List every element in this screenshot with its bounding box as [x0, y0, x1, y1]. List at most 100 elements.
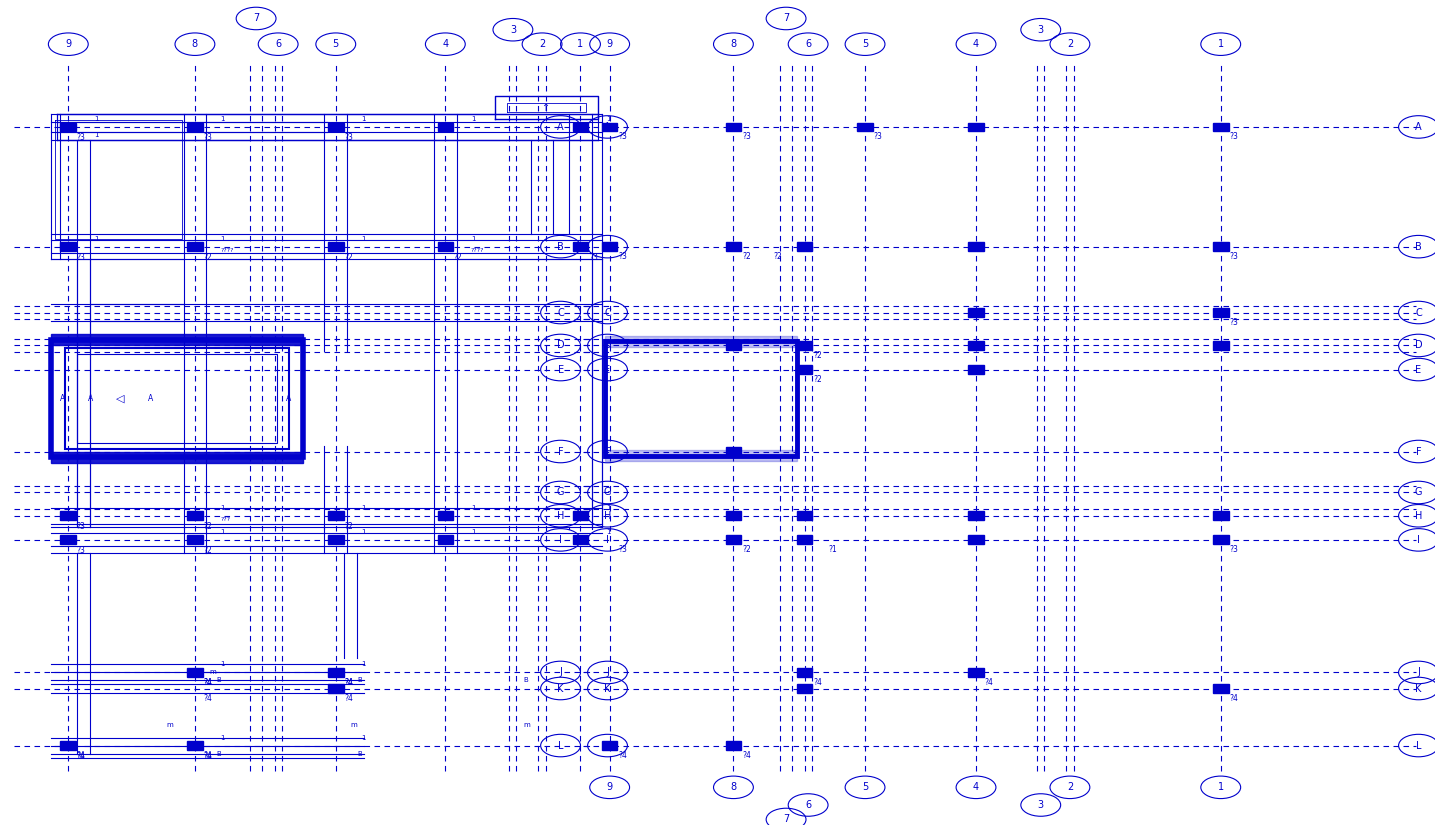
Text: 1: 1: [471, 505, 475, 511]
Text: H: H: [1415, 511, 1422, 521]
Bar: [796, 341, 812, 350]
Text: B: B: [524, 677, 528, 683]
Text: ?3: ?3: [77, 133, 86, 142]
Text: F: F: [1416, 446, 1421, 456]
Text: 1: 1: [221, 236, 225, 242]
Text: K: K: [557, 684, 564, 694]
Text: 9: 9: [607, 39, 613, 50]
Bar: [969, 308, 984, 317]
Text: ?3: ?3: [1230, 545, 1238, 554]
Bar: [969, 512, 984, 521]
Text: ?4: ?4: [77, 752, 86, 761]
Bar: [329, 684, 343, 693]
Text: ?1: ?1: [828, 545, 837, 554]
Bar: [329, 123, 343, 131]
Text: 1: 1: [362, 662, 366, 667]
Text: 1: 1: [93, 236, 99, 242]
Text: 4: 4: [973, 39, 979, 50]
Text: 9: 9: [607, 782, 613, 792]
Text: m: m: [524, 723, 531, 728]
Text: K: K: [1415, 684, 1422, 694]
Text: ?4: ?4: [742, 751, 751, 760]
Bar: [329, 535, 343, 545]
Bar: [52, 451, 303, 463]
Text: 4: 4: [442, 39, 448, 50]
Text: m: m: [350, 723, 357, 728]
Bar: [606, 336, 798, 347]
Text: B: B: [604, 242, 611, 252]
Text: ?3: ?3: [1230, 318, 1238, 327]
Bar: [60, 741, 76, 750]
Bar: [60, 512, 76, 521]
Bar: [438, 243, 453, 251]
Text: 1: 1: [93, 132, 99, 138]
Text: ?2: ?2: [204, 521, 212, 530]
Bar: [329, 512, 343, 521]
Text: G: G: [557, 488, 564, 497]
Text: ?2: ?2: [453, 252, 462, 262]
Bar: [796, 684, 812, 693]
Text: H: H: [557, 511, 564, 521]
Text: ?2: ?2: [742, 545, 751, 554]
Bar: [606, 450, 798, 461]
Text: D: D: [1415, 341, 1422, 351]
Text: J: J: [606, 667, 608, 677]
Text: 3: 3: [1038, 800, 1043, 810]
Text: 1: 1: [577, 39, 584, 50]
Text: ?2: ?2: [344, 521, 353, 530]
Text: ?3: ?3: [344, 133, 353, 142]
Text: A: A: [148, 394, 154, 403]
Text: ?3: ?3: [742, 132, 751, 141]
Text: 3: 3: [1038, 25, 1043, 35]
Bar: [969, 668, 984, 676]
Text: 4: 4: [973, 782, 979, 792]
Bar: [438, 512, 453, 521]
Text: 1: 1: [1218, 39, 1224, 50]
Text: A: A: [604, 122, 611, 132]
Text: K: K: [604, 684, 611, 694]
Bar: [573, 123, 588, 131]
Bar: [606, 342, 798, 455]
Text: ?4: ?4: [204, 751, 212, 760]
Text: ?3: ?3: [77, 521, 86, 530]
Text: 1: 1: [1218, 782, 1224, 792]
Text: F: F: [558, 446, 564, 456]
Text: A: A: [1415, 122, 1422, 132]
Bar: [601, 243, 617, 251]
Text: B: B: [357, 751, 362, 757]
Text: ?2: ?2: [773, 252, 782, 261]
Text: 2: 2: [1066, 39, 1073, 50]
Text: 1: 1: [221, 734, 225, 741]
Text: 2: 2: [540, 39, 545, 50]
Text: H: H: [604, 511, 611, 521]
Text: 1: 1: [362, 505, 366, 511]
Bar: [726, 447, 742, 456]
Bar: [1213, 308, 1228, 317]
Text: 1: 1: [362, 529, 366, 535]
Text: 1: 1: [606, 529, 611, 535]
Text: ?4: ?4: [344, 694, 353, 703]
Bar: [187, 535, 202, 545]
Bar: [66, 348, 288, 449]
Text: 5: 5: [862, 782, 868, 792]
Text: ?4: ?4: [618, 751, 627, 760]
Text: 1: 1: [362, 734, 366, 741]
Text: 8: 8: [730, 39, 736, 50]
Bar: [60, 243, 76, 251]
Bar: [52, 334, 303, 346]
Text: ?3: ?3: [1230, 132, 1238, 141]
Text: ?3: ?3: [77, 546, 86, 555]
Text: A: A: [60, 394, 65, 403]
Text: ?3: ?3: [874, 132, 883, 141]
Bar: [726, 341, 742, 350]
Text: 1: 1: [221, 662, 225, 667]
Bar: [796, 512, 812, 521]
Bar: [601, 741, 617, 750]
Text: 7: 7: [253, 13, 260, 23]
Text: G: G: [604, 488, 611, 497]
Text: ?2: ?2: [814, 375, 822, 384]
Text: 5: 5: [333, 39, 339, 50]
Text: ?4: ?4: [344, 677, 353, 686]
Text: 1: 1: [362, 236, 366, 242]
Text: 1: 1: [471, 116, 475, 122]
